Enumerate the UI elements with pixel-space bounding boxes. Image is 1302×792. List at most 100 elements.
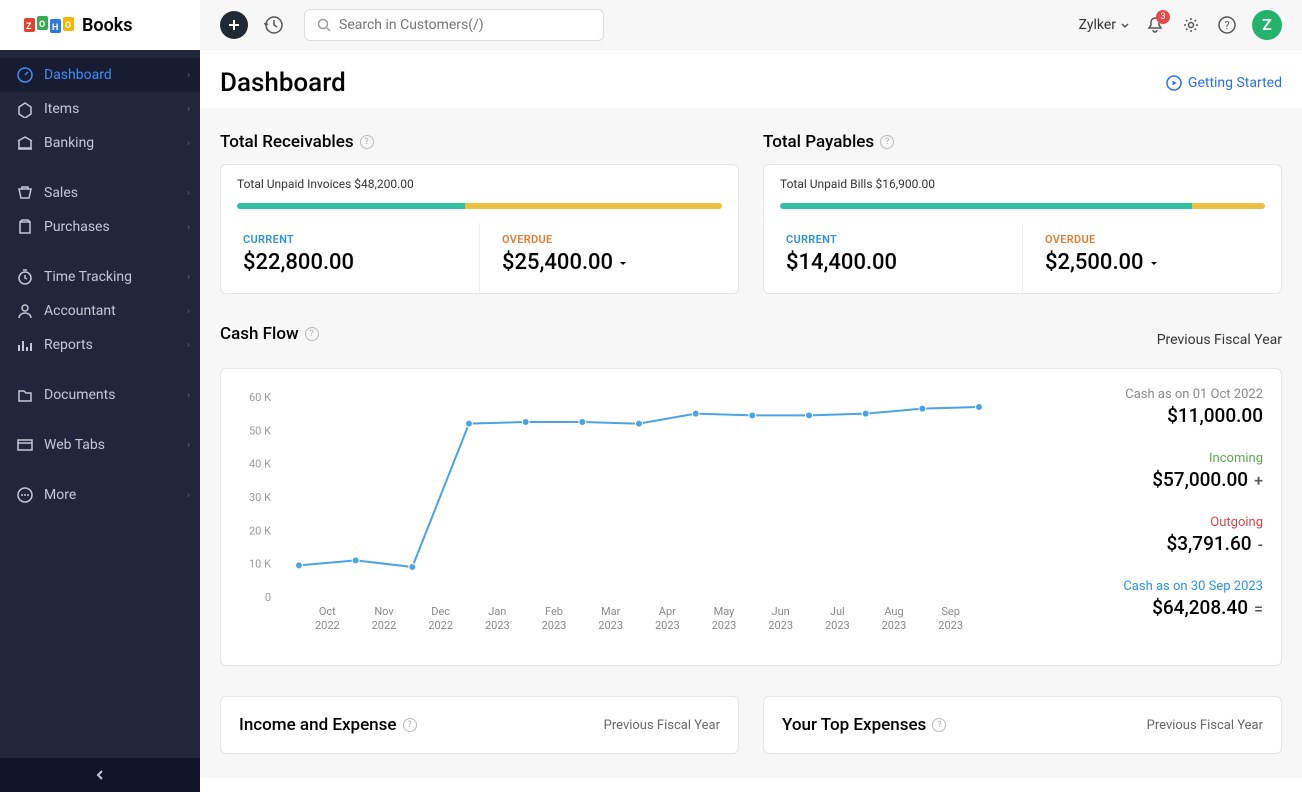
svg-text:Sep: Sep xyxy=(941,605,960,618)
payables-bar xyxy=(780,203,1265,209)
search-input[interactable] xyxy=(339,17,591,33)
caret-down-icon xyxy=(617,257,629,269)
svg-text:Jan: Jan xyxy=(488,605,506,618)
payables-overdue-dropdown[interactable]: $2,500.00 xyxy=(1045,250,1259,275)
cashflow-period-selector[interactable]: Previous Fiscal Year xyxy=(1157,332,1282,348)
sidebar-item-label: Banking xyxy=(44,135,94,151)
svg-text:2023: 2023 xyxy=(825,619,850,632)
svg-text:40 K: 40 K xyxy=(249,458,271,471)
svg-text:Oct: Oct xyxy=(319,605,336,618)
recent-activity-button[interactable] xyxy=(260,11,288,39)
app-logo[interactable]: Z O H O Books xyxy=(0,0,200,50)
sidebar-item-reports[interactable]: Reports› xyxy=(0,328,200,362)
svg-text:Apr: Apr xyxy=(659,605,676,618)
sidebar-item-label: Purchases xyxy=(44,219,110,235)
chevron-right-icon: › xyxy=(187,390,190,401)
user-avatar[interactable]: Z xyxy=(1252,10,1282,40)
more-icon xyxy=(16,486,34,504)
play-circle-icon xyxy=(1166,75,1182,91)
income-expense-title: Income and Expense xyxy=(239,715,397,735)
cashflow-chart: 010 K20 K30 K40 K50 K60 KOct2022Nov2022D… xyxy=(239,387,1063,647)
svg-text:H: H xyxy=(52,23,58,33)
sidebar-item-purchases[interactable]: Purchases› xyxy=(0,210,200,244)
equals-sign: = xyxy=(1254,599,1263,618)
settings-button[interactable] xyxy=(1180,14,1202,36)
svg-text:Mar: Mar xyxy=(601,605,621,618)
chevron-down-icon xyxy=(1120,20,1130,30)
svg-text:May: May xyxy=(714,605,736,618)
help-icon: ? xyxy=(1218,16,1236,34)
help-icon[interactable]: ? xyxy=(305,327,319,341)
sidebar-item-label: Sales xyxy=(44,185,78,201)
svg-text:Jul: Jul xyxy=(830,605,845,618)
banking-icon xyxy=(16,134,34,152)
sidebar-item-more[interactable]: More› xyxy=(0,478,200,512)
sidebar-item-dashboard[interactable]: Dashboard› xyxy=(0,58,200,92)
chevron-right-icon: › xyxy=(187,104,190,115)
org-name-label: Zylker xyxy=(1079,17,1116,33)
history-icon xyxy=(264,15,284,35)
receivables-overdue-dropdown[interactable]: $25,400.00 xyxy=(502,250,716,275)
cashflow-stats: Cash as on 01 Oct 2022 $11,000.00 Incomi… xyxy=(1063,387,1263,647)
chevron-right-icon: › xyxy=(187,306,190,317)
sidebar-item-accountant[interactable]: Accountant› xyxy=(0,294,200,328)
cash-end-value: $64,208.40 xyxy=(1152,596,1248,619)
sidebar-item-time-tracking[interactable]: Time Tracking› xyxy=(0,260,200,294)
receivables-overdue-label: OVERDUE xyxy=(502,233,716,246)
help-icon[interactable]: ? xyxy=(360,135,374,149)
minus-sign: - xyxy=(1258,535,1263,554)
sidebar-item-banking[interactable]: Banking› xyxy=(0,126,200,160)
page-header: Dashboard Getting Started xyxy=(200,50,1302,108)
payables-overdue-label: OVERDUE xyxy=(1045,233,1259,246)
income-expense-period[interactable]: Previous Fiscal Year xyxy=(604,718,720,733)
sidebar-item-label: Web Tabs xyxy=(44,437,105,453)
quick-create-button[interactable] xyxy=(220,11,248,39)
cash-start-label: Cash as on 01 Oct 2022 xyxy=(1063,387,1263,402)
chevron-right-icon: › xyxy=(187,272,190,283)
topbar: Zylker 3 ? Z xyxy=(200,0,1302,50)
receivables-current-label: CURRENT xyxy=(243,233,457,246)
search-box[interactable] xyxy=(304,9,604,41)
svg-text:30 K: 30 K xyxy=(249,491,271,504)
sidebar-item-documents[interactable]: Documents› xyxy=(0,378,200,412)
plus-icon xyxy=(227,18,241,32)
svg-text:0: 0 xyxy=(265,591,271,604)
svg-text:2023: 2023 xyxy=(485,619,510,632)
top-expenses-card: Your Top Expenses ? Previous Fiscal Year xyxy=(763,696,1282,754)
sidebar-item-label: Items xyxy=(44,101,79,117)
receivables-unpaid-label: Total Unpaid Invoices $48,200.00 xyxy=(221,165,738,203)
payables-overdue-value: $2,500.00 xyxy=(1045,250,1144,275)
help-icon[interactable]: ? xyxy=(880,135,894,149)
accountant-icon xyxy=(16,302,34,320)
sidebar-item-web-tabs[interactable]: Web Tabs› xyxy=(0,428,200,462)
app-name: Books xyxy=(82,15,133,36)
receivables-title: Total Receivables xyxy=(220,132,354,152)
sidebar-item-items[interactable]: Items › xyxy=(0,92,200,126)
svg-text:Feb: Feb xyxy=(545,605,563,618)
org-switcher[interactable]: Zylker xyxy=(1079,17,1130,33)
svg-text:O: O xyxy=(39,20,45,30)
web-tabs-icon xyxy=(16,436,34,454)
help-icon[interactable]: ? xyxy=(403,718,417,732)
svg-text:20 K: 20 K xyxy=(249,524,271,537)
incoming-value: $57,000.00 xyxy=(1152,468,1248,491)
svg-text:2023: 2023 xyxy=(938,619,963,632)
dashboard-icon xyxy=(16,66,34,84)
svg-text:2023: 2023 xyxy=(598,619,623,632)
svg-text:Aug: Aug xyxy=(884,605,903,618)
getting-started-link[interactable]: Getting Started xyxy=(1166,75,1282,91)
svg-text:2022: 2022 xyxy=(315,619,340,632)
top-expenses-period[interactable]: Previous Fiscal Year xyxy=(1147,718,1263,733)
incoming-label: Incoming xyxy=(1063,451,1263,466)
svg-text:2023: 2023 xyxy=(768,619,793,632)
svg-text:Z: Z xyxy=(26,22,32,32)
receivables-bar xyxy=(237,203,722,209)
sidebar-collapse-button[interactable] xyxy=(0,758,200,792)
sidebar-item-label: More xyxy=(44,487,76,503)
help-icon[interactable]: ? xyxy=(932,718,946,732)
notifications-button[interactable]: 3 xyxy=(1144,14,1166,36)
sidebar-item-sales[interactable]: Sales› xyxy=(0,176,200,210)
reports-icon xyxy=(16,336,34,354)
cashflow-section: Cash Flow ? Previous Fiscal Year 010 K20… xyxy=(220,324,1282,666)
help-button[interactable]: ? xyxy=(1216,14,1238,36)
